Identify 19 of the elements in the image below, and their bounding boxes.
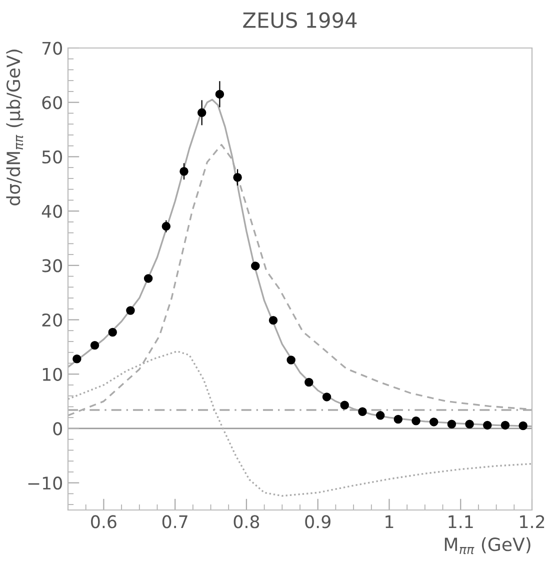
y-axis-title: dσ/dM$_{ππ}$ (μb/GeV) — [6, 50, 24, 206]
y-tick-label: 10 — [42, 368, 62, 381]
x-tick-label: 1.2 — [520, 515, 544, 528]
x-tick-label: 0.7 — [162, 515, 188, 528]
y-tick-label: 50 — [42, 150, 62, 164]
x-tick-label: 0.8 — [234, 515, 260, 528]
x-tick-label: 0.6 — [91, 515, 116, 528]
y-tick-label: 20 — [42, 313, 62, 327]
chart-title: ZEUS 1994 — [243, 12, 357, 28]
y-tick-label: 30 — [42, 259, 62, 272]
y-tick-label: 40 — [42, 204, 62, 218]
y-tick-label: −10 — [28, 476, 62, 490]
y-tick-label: 0 — [53, 422, 62, 436]
y-tick-label: 70 — [42, 42, 62, 55]
y-tick-label: 60 — [42, 96, 62, 110]
x-axis-title: M$_{ππ}$ (GeV) — [444, 537, 530, 554]
x-tick-label: 1.1 — [448, 515, 473, 528]
x-tick-label: 0.9 — [305, 515, 330, 528]
x-tick-label: 1 — [386, 515, 394, 528]
